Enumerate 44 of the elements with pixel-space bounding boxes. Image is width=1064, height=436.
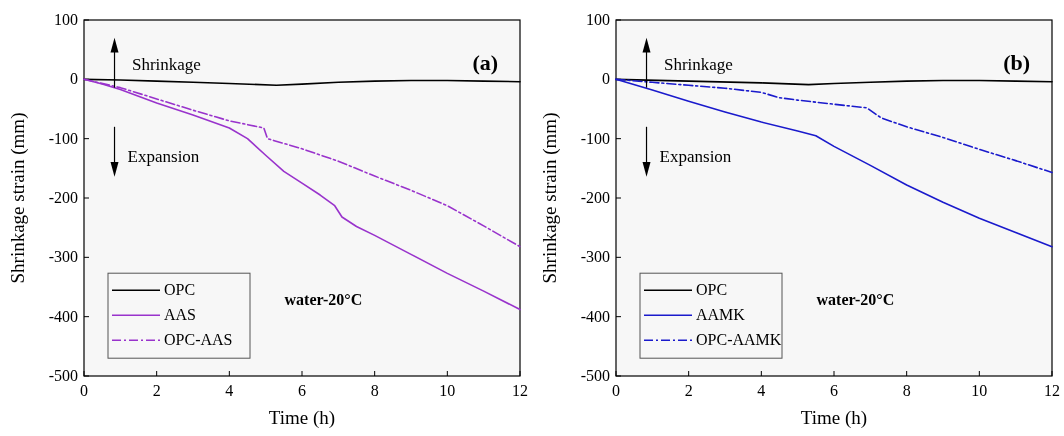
x-axis-title: Time (h) bbox=[800, 407, 868, 429]
x-tick-label: 4 bbox=[757, 382, 766, 399]
x-tick-label: 2 bbox=[152, 382, 161, 399]
legend-label: AAMK bbox=[696, 306, 746, 324]
annotation: water-20°C bbox=[284, 290, 363, 308]
annotation: Expansion bbox=[659, 147, 732, 167]
y-tick-label: -400 bbox=[580, 307, 610, 325]
annotation: Shrinkage bbox=[131, 54, 201, 74]
x-axis-title: Time (h) bbox=[268, 407, 336, 429]
y-tick-label: -100 bbox=[48, 129, 78, 147]
y-tick-label: -100 bbox=[580, 129, 610, 147]
y-axis-title: Shrinkage strain (mm) bbox=[539, 112, 561, 284]
legend-label: OPC bbox=[164, 281, 196, 299]
x-tick-label: 12 bbox=[1044, 382, 1060, 399]
y-tick-label: -300 bbox=[48, 248, 78, 266]
y-axis-title: Shrinkage strain (mm) bbox=[7, 112, 29, 284]
y-tick-label: -300 bbox=[580, 248, 610, 266]
legend-label: AAS bbox=[164, 306, 197, 324]
annotation: (a) bbox=[472, 49, 499, 75]
x-tick-label: 10 bbox=[971, 382, 988, 399]
legend-label: OPC-AAMK bbox=[696, 331, 782, 349]
y-tick-label: -500 bbox=[580, 367, 610, 384]
x-tick-label: 8 bbox=[370, 382, 379, 399]
y-tick-label: 0 bbox=[602, 70, 610, 88]
y-tick-label: 100 bbox=[586, 11, 610, 28]
x-tick-label: 12 bbox=[512, 382, 528, 399]
y-tick-label: -400 bbox=[48, 307, 78, 325]
y-tick-label: 100 bbox=[54, 11, 78, 28]
x-tick-label: 6 bbox=[830, 382, 838, 399]
y-tick-label: -200 bbox=[48, 189, 78, 206]
x-tick-label: 8 bbox=[902, 382, 911, 399]
legend-label: OPC-AAS bbox=[164, 331, 233, 349]
y-tick-label: -500 bbox=[48, 367, 78, 384]
x-tick-label: 2 bbox=[684, 382, 693, 399]
annotation: Expansion bbox=[127, 147, 200, 167]
legend-label: OPC bbox=[696, 281, 728, 299]
y-tick-label: 0 bbox=[70, 70, 78, 88]
x-tick-label: 10 bbox=[439, 382, 456, 399]
annotation: water-20°C bbox=[816, 290, 895, 308]
annotation: (b) bbox=[1003, 49, 1031, 75]
x-tick-label: 6 bbox=[298, 382, 306, 399]
annotation: Shrinkage bbox=[663, 54, 733, 74]
y-tick-label: -200 bbox=[580, 189, 610, 206]
x-tick-label: 4 bbox=[225, 382, 234, 399]
